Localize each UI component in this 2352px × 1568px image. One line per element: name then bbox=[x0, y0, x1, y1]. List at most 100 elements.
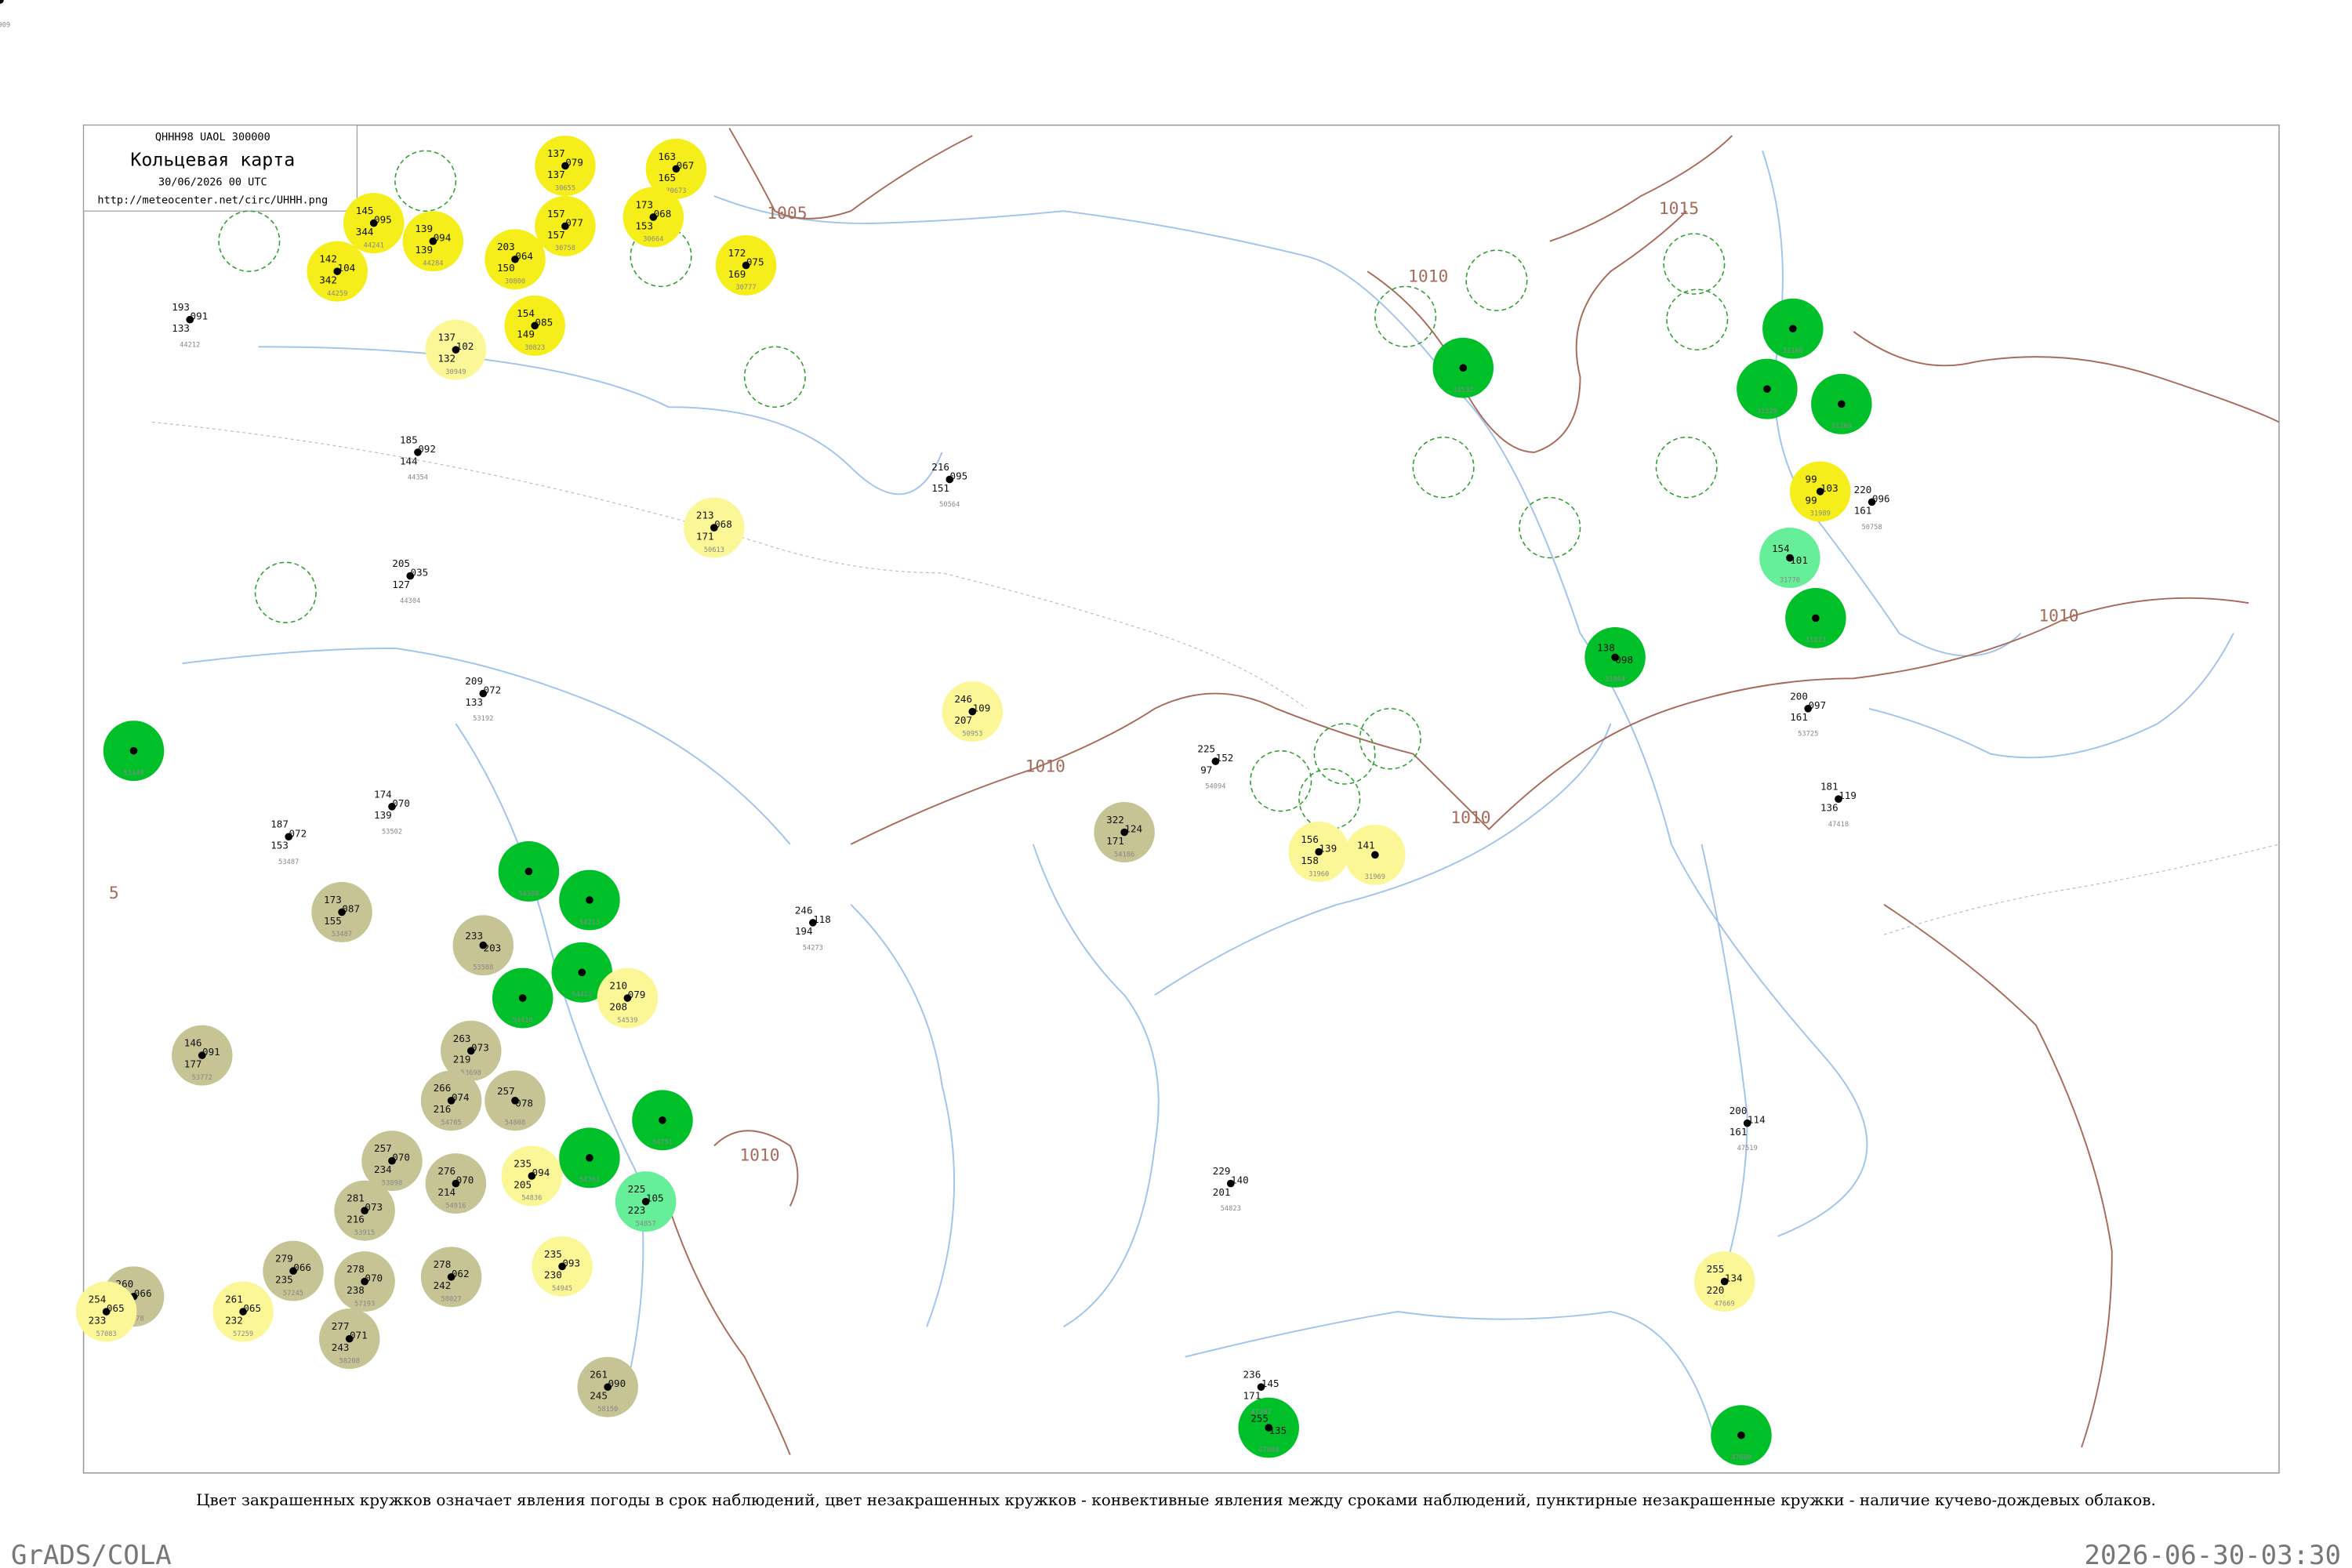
station-obs: 220 bbox=[1707, 1284, 1725, 1296]
station-obs: 245 bbox=[590, 1390, 608, 1402]
station-obs: 200 bbox=[1790, 690, 1808, 702]
station-obs: 066 bbox=[293, 1261, 311, 1273]
station-obs: 095 bbox=[950, 470, 968, 482]
station-obs: 139 bbox=[415, 223, 433, 234]
station-obs: 235 bbox=[544, 1248, 562, 1260]
station-index: 31960 bbox=[1308, 870, 1329, 878]
station-index: 30655 bbox=[555, 184, 575, 192]
station-dot bbox=[604, 1383, 612, 1391]
station-index: 57083 bbox=[96, 1330, 117, 1338]
station-obs: 070 bbox=[392, 797, 410, 809]
station-dot bbox=[968, 707, 977, 716]
station-index: 31864 bbox=[1605, 676, 1625, 684]
station-index: 54416 bbox=[513, 1017, 533, 1025]
station-obs: 075 bbox=[746, 256, 764, 267]
station-dot bbox=[659, 1116, 666, 1124]
station-index: 47418 bbox=[1828, 821, 1849, 829]
station-obs: 127 bbox=[392, 579, 410, 590]
station-index: 54273 bbox=[803, 945, 823, 953]
station-obs: 093 bbox=[562, 1257, 580, 1269]
station-obs: 225 bbox=[628, 1183, 646, 1195]
station-obs: 255 bbox=[1707, 1263, 1725, 1275]
station-obs: 145 bbox=[1261, 1377, 1279, 1389]
station-obs: 153 bbox=[635, 220, 653, 231]
station-index: 54751 bbox=[652, 1139, 673, 1147]
station-obs: 134 bbox=[1725, 1272, 1743, 1284]
station-dot bbox=[479, 941, 488, 949]
station-index: 53898 bbox=[382, 1180, 402, 1188]
station-dot bbox=[388, 1156, 396, 1165]
station-obs: 161 bbox=[1730, 1126, 1748, 1138]
station-index: 50953 bbox=[962, 730, 982, 738]
cb-circle bbox=[1465, 249, 1528, 311]
station-dot bbox=[289, 1267, 297, 1275]
station-index: 54763 bbox=[579, 1177, 600, 1185]
station-dot bbox=[1371, 851, 1379, 859]
station-obs: 229 bbox=[1213, 1165, 1231, 1177]
station-index: 30949 bbox=[445, 368, 466, 376]
cb-circle bbox=[1655, 436, 1718, 499]
station-index: 54857 bbox=[636, 1220, 656, 1228]
station-obs: 225 bbox=[1197, 743, 1215, 755]
station-obs: 174 bbox=[374, 788, 392, 800]
station-dot bbox=[1720, 1277, 1729, 1286]
station-dot bbox=[479, 689, 488, 698]
station-dot bbox=[946, 475, 954, 484]
station-dot bbox=[129, 746, 138, 755]
station-index: 30777 bbox=[735, 284, 756, 292]
station-obs: 238 bbox=[347, 1284, 365, 1296]
station-obs: 141 bbox=[1357, 840, 1375, 851]
station-obs: 208 bbox=[609, 1000, 627, 1012]
station-obs: 235 bbox=[275, 1274, 293, 1286]
caption: Цвет закрашенных кружков означает явлени… bbox=[196, 1490, 2156, 1509]
station-obs: 242 bbox=[434, 1279, 452, 1291]
station-dot bbox=[1226, 1179, 1235, 1188]
cb-circle bbox=[743, 346, 806, 408]
station-index: 44259 bbox=[327, 290, 347, 298]
station-obs: 194 bbox=[795, 925, 813, 937]
cb-circle bbox=[218, 210, 281, 272]
station-dot bbox=[1459, 364, 1468, 372]
station-obs: 072 bbox=[484, 684, 502, 696]
station-obs: 157 bbox=[547, 208, 565, 220]
station-dot bbox=[524, 867, 533, 876]
station-index: 31969 bbox=[1365, 873, 1385, 881]
station-dot bbox=[369, 219, 378, 227]
station-obs: 216 bbox=[434, 1103, 452, 1115]
station-index: 58027 bbox=[441, 1296, 461, 1304]
station-index: 54308 bbox=[518, 890, 539, 898]
station-obs: 97 bbox=[1200, 764, 1212, 776]
station-obs: 085 bbox=[535, 316, 553, 328]
station-dot bbox=[672, 165, 681, 173]
station-dot bbox=[511, 1096, 519, 1105]
station-obs: 124 bbox=[0, 0, 18, 2]
station-obs: 087 bbox=[342, 902, 360, 914]
station-obs: 205 bbox=[514, 1178, 532, 1190]
station-dot bbox=[0, 0, 4, 4]
station-obs: 161 bbox=[1854, 505, 1872, 517]
station-obs: 144 bbox=[400, 455, 418, 466]
station-obs: 261 bbox=[225, 1294, 243, 1305]
header-box bbox=[83, 125, 358, 212]
station-obs: 154 bbox=[1772, 543, 1790, 554]
station-obs: 094 bbox=[434, 232, 452, 244]
station-index: 53698 bbox=[461, 1069, 481, 1077]
station-dot bbox=[1838, 400, 1846, 408]
station-obs: 201 bbox=[1213, 1186, 1231, 1198]
station-obs: 078 bbox=[515, 1098, 533, 1109]
cb-circle bbox=[1412, 436, 1475, 499]
station-dot bbox=[102, 1308, 111, 1316]
station-obs: 067 bbox=[677, 159, 695, 171]
station-obs: 234 bbox=[374, 1163, 392, 1175]
header-time: 30/06/2026 00 UTC bbox=[158, 176, 267, 189]
station-obs: 99 bbox=[1806, 494, 1817, 506]
station-index: 47690 bbox=[1731, 1454, 1751, 1461]
station-obs: 155 bbox=[324, 915, 342, 927]
station-obs: 214 bbox=[437, 1186, 456, 1198]
station-obs: 068 bbox=[714, 518, 732, 530]
station-obs: 138 bbox=[1597, 642, 1615, 654]
station-obs: 074 bbox=[452, 1091, 470, 1103]
station-dot bbox=[388, 802, 396, 811]
station-dot bbox=[452, 346, 460, 354]
station-dot bbox=[345, 1334, 354, 1343]
